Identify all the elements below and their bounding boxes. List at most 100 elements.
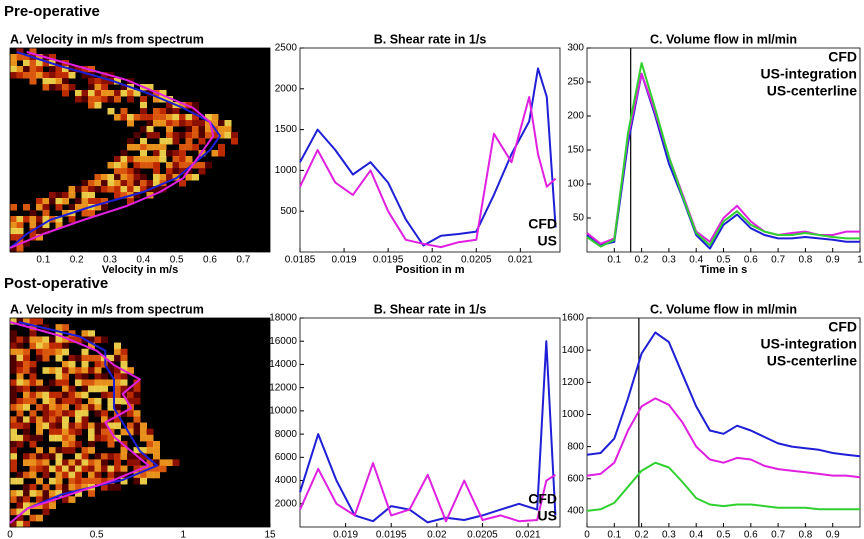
spectrum-cell bbox=[172, 114, 180, 121]
spectrum-cell bbox=[133, 459, 141, 467]
spectrum-cell bbox=[62, 391, 69, 399]
spectrum-cell bbox=[62, 385, 69, 393]
spectrum-cell bbox=[205, 120, 212, 127]
spectrum-cell bbox=[68, 477, 76, 485]
spectrum-cell bbox=[81, 210, 89, 217]
spectrum-cell bbox=[185, 120, 193, 127]
spectrum-cell bbox=[94, 78, 102, 85]
spectrum-cell bbox=[94, 471, 102, 479]
spectrum-cell bbox=[94, 90, 102, 97]
spectrum-cell bbox=[36, 514, 43, 522]
spectrum-cell bbox=[101, 477, 108, 485]
spectrum-cell bbox=[36, 66, 43, 73]
spectrum-cell bbox=[179, 168, 186, 175]
spectrum-cell bbox=[153, 96, 160, 103]
spectrum-cell bbox=[49, 465, 56, 473]
spectrum-cell bbox=[49, 447, 56, 454]
y-tick-label: 500 bbox=[280, 206, 297, 217]
spectrum-cell bbox=[120, 385, 128, 393]
spectrum-cell bbox=[88, 404, 95, 411]
spectrum-cell bbox=[29, 434, 37, 442]
legend-entry: US bbox=[248, 233, 267, 249]
x-tick-label: 0.2 bbox=[635, 255, 649, 266]
spectrum-cell bbox=[120, 180, 128, 187]
spectrum-cell bbox=[127, 367, 134, 374]
spectrum-cell bbox=[107, 422, 115, 430]
spectrum-cell bbox=[94, 186, 102, 193]
x-tick-label: 0 bbox=[7, 530, 13, 539]
spectrum-cell bbox=[172, 120, 180, 127]
spectrum-cell bbox=[166, 114, 173, 121]
y-tick-label: 100 bbox=[567, 179, 584, 190]
spectrum-cell bbox=[218, 144, 225, 151]
spectrum-cell bbox=[16, 361, 24, 368]
spectrum-cell bbox=[146, 180, 154, 187]
x-axis-label: Velocity in m/s bbox=[102, 264, 178, 276]
spectrum-cell bbox=[75, 459, 82, 467]
spectrum-cell bbox=[153, 459, 160, 467]
spectrum-cell bbox=[10, 342, 17, 350]
spectrum-cell bbox=[159, 138, 167, 145]
spectrum-cell bbox=[153, 447, 160, 454]
series-line bbox=[299, 96, 557, 249]
spectrum-cell bbox=[114, 434, 121, 442]
spectrum-cell bbox=[42, 78, 50, 85]
spectrum-cell bbox=[101, 96, 108, 103]
spectrum-cell bbox=[133, 385, 141, 393]
spectrum-cell bbox=[140, 156, 147, 163]
spectrum-cell bbox=[114, 416, 121, 423]
spectrum-cell bbox=[62, 440, 69, 448]
legend-entry: CFD bbox=[828, 319, 857, 335]
spectrum-cell bbox=[75, 354, 82, 362]
spectrum-cell bbox=[36, 228, 43, 235]
spectrum-cell bbox=[140, 428, 147, 436]
spectrum-cell bbox=[166, 150, 173, 157]
spectrum-cell bbox=[75, 373, 82, 380]
spectrum-cell bbox=[36, 216, 43, 223]
series-line bbox=[299, 340, 557, 524]
spectrum-cell bbox=[94, 385, 102, 393]
spectrum-cell bbox=[36, 453, 43, 460]
spectrum-cell bbox=[120, 447, 128, 454]
spectrum-cell bbox=[205, 132, 212, 139]
spectrum-cell bbox=[29, 440, 37, 448]
spectrum-cell bbox=[114, 465, 121, 473]
spectrum-cell bbox=[127, 180, 134, 187]
chart-title: C. Volume flow in ml/min bbox=[650, 32, 797, 46]
spectrum-cell bbox=[55, 410, 63, 417]
spectrum-cell bbox=[55, 434, 63, 442]
spectrum-cell bbox=[10, 361, 17, 368]
spectrum-cell bbox=[140, 114, 147, 121]
spectrum-cell bbox=[172, 168, 180, 175]
spectrum-cell bbox=[94, 84, 102, 91]
spectrum-cell bbox=[36, 391, 43, 399]
spectrum-cell bbox=[127, 156, 134, 163]
spectrum-cell bbox=[107, 180, 115, 187]
x-tick-label: 0.7 bbox=[236, 255, 250, 266]
spectrum-cell bbox=[29, 367, 37, 374]
spectrum-cell bbox=[114, 348, 121, 356]
spectrum-cell bbox=[29, 465, 37, 473]
spectrum-cell bbox=[68, 459, 76, 467]
spectrum-cell bbox=[29, 453, 37, 460]
spectrum-cell bbox=[127, 96, 134, 103]
spectrum-cell bbox=[153, 465, 160, 473]
spectrum-cell bbox=[185, 114, 193, 121]
spectrum-cell bbox=[75, 428, 82, 436]
spectrum-cell bbox=[192, 132, 199, 139]
spectrum-cell bbox=[166, 132, 173, 139]
spectrum-cell bbox=[179, 162, 186, 169]
y-tick-label: 1200 bbox=[562, 377, 585, 388]
spectrum-cell bbox=[205, 162, 212, 169]
spectrum-cell bbox=[107, 471, 115, 479]
spectrum-cell bbox=[16, 66, 24, 73]
spectrum-cell bbox=[88, 90, 95, 97]
spectrum-cell bbox=[10, 228, 17, 235]
plot-frame bbox=[9, 47, 271, 253]
spectrum-cell bbox=[88, 186, 95, 193]
spectrum-cell bbox=[120, 361, 128, 368]
spectrum-cell bbox=[23, 490, 30, 497]
spectrum-cell bbox=[127, 138, 134, 145]
spectrum-cell bbox=[10, 453, 17, 460]
spectrum-cell bbox=[114, 404, 121, 411]
